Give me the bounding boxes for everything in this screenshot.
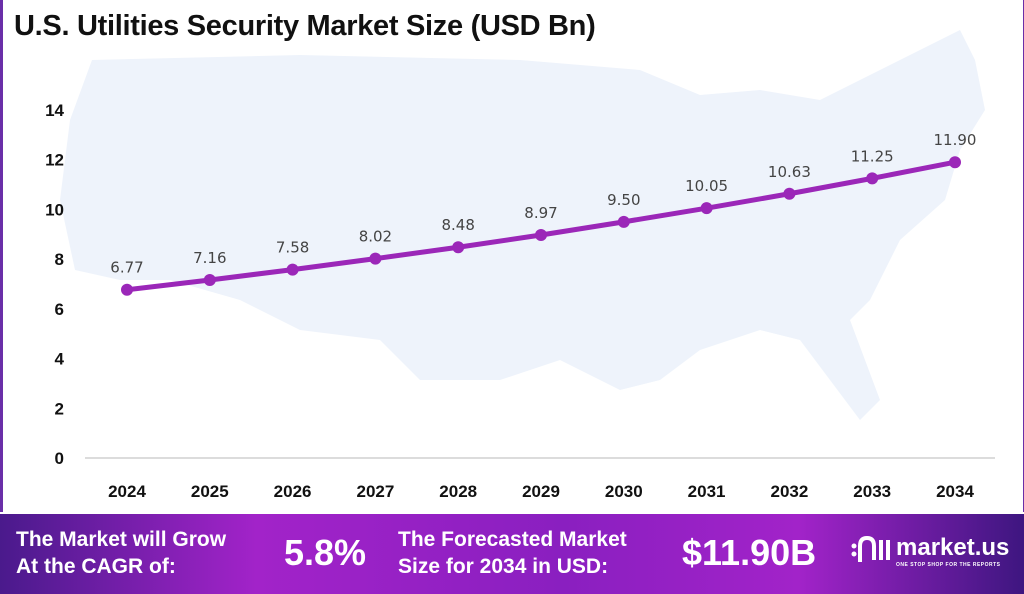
data-point xyxy=(617,215,630,228)
chart-title: U.S. Utilities Security Market Size (USD… xyxy=(14,10,596,42)
line-chart: 0 2 4 6 8 10 12 14 2024 2025 2026 2027 2028 2029 2030 2… xyxy=(45,30,995,501)
data-point xyxy=(866,172,879,185)
x-tick-label: 2028 xyxy=(439,482,477,501)
us-map-silhouette xyxy=(60,30,985,420)
logo-mark-icon xyxy=(851,535,890,562)
data-label: 11.90 xyxy=(934,131,977,149)
x-tick-label: 2029 xyxy=(522,482,560,501)
data-label: 8.48 xyxy=(441,216,474,234)
cagr-label-line1: The Market will Grow xyxy=(16,528,227,551)
cagr-value: 5.8% xyxy=(284,532,367,573)
cagr-label-line2: At the CAGR of: xyxy=(16,555,176,578)
x-tick-label: 2025 xyxy=(191,482,229,501)
footer-banner: The Market will Grow At the CAGR of: 5.8… xyxy=(0,514,1024,594)
logo-name: market.us xyxy=(896,534,1010,561)
data-point xyxy=(535,229,547,242)
y-tick-label: 2 xyxy=(55,399,64,418)
y-tick-label: 4 xyxy=(55,350,65,369)
y-tick-label: 6 xyxy=(55,300,64,319)
data-point xyxy=(783,187,796,200)
cagr-label: The Market will Grow At the CAGR of: xyxy=(16,526,226,580)
data-point xyxy=(121,283,133,296)
data-label: 10.05 xyxy=(685,177,728,195)
data-label: 10.63 xyxy=(768,163,811,181)
data-point xyxy=(949,156,961,169)
forecast-label: The Forecasted Market Size for 2034 in U… xyxy=(398,526,627,580)
x-tick-label: 2027 xyxy=(356,482,394,501)
y-tick-label: 10 xyxy=(45,200,64,219)
data-label: 8.02 xyxy=(359,228,392,246)
x-tick-label: 2032 xyxy=(770,482,808,501)
data-point xyxy=(286,263,299,276)
logo-tagline: ONE STOP SHOP FOR THE REPORTS xyxy=(896,562,1001,568)
x-tick-label: 2026 xyxy=(274,482,312,501)
data-point xyxy=(452,241,465,254)
market-us-logo: market.us ONE STOP SHOP FOR THE REPORTS xyxy=(850,534,1009,568)
data-point xyxy=(203,274,216,287)
data-label: 8.97 xyxy=(524,204,557,222)
x-tick-label: 2031 xyxy=(688,482,726,501)
data-point xyxy=(700,202,713,215)
y-tick-label: 0 xyxy=(55,449,64,468)
y-tick-label: 8 xyxy=(55,250,64,269)
data-label: 11.25 xyxy=(851,147,894,165)
x-tick-label: 2024 xyxy=(108,482,146,501)
data-label: 7.16 xyxy=(193,249,226,267)
y-tick-label: 14 xyxy=(45,101,64,120)
forecast-label-line2: Size for 2034 in USD: xyxy=(398,555,609,578)
data-label: 6.77 xyxy=(110,259,143,277)
forecast-value: $11.90B xyxy=(682,532,817,573)
data-point xyxy=(369,252,382,265)
x-tick-label: 2030 xyxy=(605,482,643,501)
data-label: 9.50 xyxy=(607,191,640,209)
data-label: 7.58 xyxy=(276,239,309,257)
forecast-label-line1: The Forecasted Market xyxy=(398,528,627,551)
x-tick-label: 2033 xyxy=(853,482,891,501)
y-tick-label: 12 xyxy=(45,151,64,170)
x-tick-label: 2034 xyxy=(936,482,974,501)
